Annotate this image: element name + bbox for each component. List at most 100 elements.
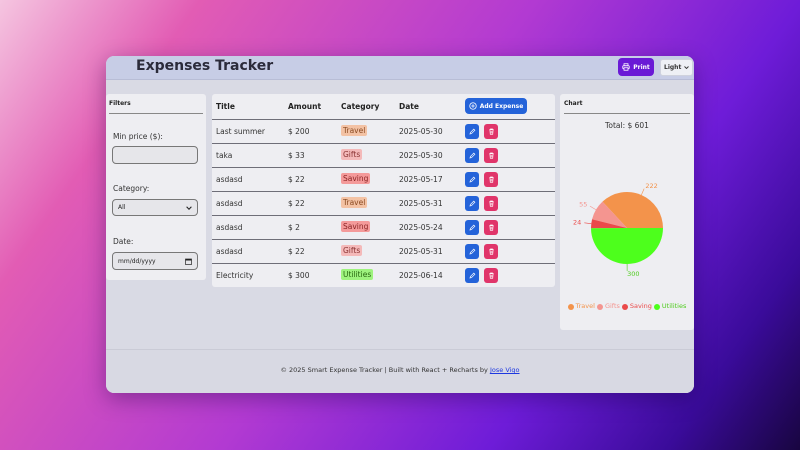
delete-button[interactable]	[484, 220, 498, 235]
pencil-icon	[469, 272, 475, 279]
pie-value-label: 55	[579, 201, 587, 209]
pie-value-label: 24	[573, 218, 581, 226]
pie-slice-saving[interactable]	[591, 219, 627, 229]
print-button[interactable]: Print	[618, 58, 654, 76]
category-select[interactable]: All	[112, 199, 198, 216]
cell-title: asdasd	[216, 247, 243, 256]
cell-title: asdasd	[216, 223, 243, 232]
cell-date: 2025-05-17	[399, 175, 443, 184]
delete-button[interactable]	[484, 124, 498, 139]
cell-title: Electricity	[216, 271, 254, 280]
cell-amount: $ 22	[288, 175, 305, 184]
page-title: Expenses Tracker	[136, 58, 274, 74]
cell-date: 2025-05-30	[399, 151, 443, 160]
category-badge: Gifts	[341, 245, 363, 256]
min-price-label: Min price ($):	[113, 132, 163, 141]
calendar-icon	[185, 258, 192, 265]
legend-label: Travel	[575, 302, 595, 310]
table-row: taka $ 33 Gifts 2025-05-30	[212, 143, 555, 167]
edit-button[interactable]	[465, 244, 479, 259]
date-label: Date:	[113, 237, 134, 246]
chart-panel: Chart Total: $ 601 222 55 24 300 Travel Gift…	[560, 94, 694, 330]
plus-circle-icon	[469, 102, 477, 110]
pencil-icon	[469, 248, 475, 255]
printer-icon	[622, 63, 630, 71]
cell-amount: $ 300	[288, 271, 310, 280]
edit-button[interactable]	[465, 268, 479, 283]
pie-label-line	[589, 205, 597, 210]
table-row: asdasd $ 22 Gifts 2025-05-31	[212, 239, 555, 263]
cell-title: taka	[216, 151, 233, 160]
table-row: asdasd $ 22 Travel 2025-05-31	[212, 191, 555, 215]
footer-text: © 2025 Smart Expense Tracker | Built wit…	[106, 366, 694, 374]
pencil-icon	[469, 224, 475, 231]
edit-button[interactable]	[465, 148, 479, 163]
legend-label: Utilities	[661, 302, 687, 310]
legend-dot	[596, 303, 603, 310]
pie-value-label: 222	[645, 182, 657, 190]
edit-button[interactable]	[465, 220, 479, 235]
edit-button[interactable]	[465, 172, 479, 187]
delete-button[interactable]	[484, 148, 498, 163]
app-header: Expenses Tracker Print Light	[106, 56, 694, 80]
column-header-title: Title	[216, 102, 235, 111]
filters-title: Filters	[109, 100, 131, 107]
cell-date: 2025-06-14	[399, 271, 443, 280]
pie-slice-gifts[interactable]	[592, 201, 627, 228]
edit-button[interactable]	[465, 124, 479, 139]
cell-amount: $ 200	[288, 127, 310, 136]
cell-title: asdasd	[216, 199, 243, 208]
delete-button[interactable]	[484, 244, 498, 259]
cell-date: 2025-05-24	[399, 223, 443, 232]
cell-amount: $ 22	[288, 199, 305, 208]
filters-panel: Filters Min price ($): Category: All Dat…	[106, 94, 206, 280]
category-label: Category:	[113, 184, 150, 193]
pie-slice-travel[interactable]	[602, 192, 663, 228]
pie-slice-utilities[interactable]	[591, 228, 663, 265]
add-expense-label: Add Expense	[479, 102, 524, 110]
cell-amount: $ 22	[288, 247, 305, 256]
trash-icon	[488, 224, 494, 231]
category-select-value: All	[118, 204, 126, 211]
pie-label-line	[584, 222, 592, 224]
theme-select[interactable]: Light	[660, 59, 693, 76]
legend-label: Saving	[629, 302, 652, 310]
date-input[interactable]: mm/dd/yyyy	[112, 252, 198, 270]
category-badge: Utilities	[341, 269, 374, 280]
chevron-down-icon	[684, 66, 689, 70]
chart-divider	[564, 113, 690, 114]
add-expense-button[interactable]: Add Expense	[465, 98, 527, 114]
legend-item: Gifts	[596, 301, 620, 312]
chart-total: Total: $ 601	[605, 121, 649, 130]
footer: © 2025 Smart Expense Tracker | Built wit…	[106, 349, 694, 393]
pie-label-line	[641, 188, 645, 196]
app-window: Expenses Tracker Print Light Filters Min…	[106, 56, 694, 393]
trash-icon	[488, 248, 494, 255]
edit-button[interactable]	[465, 196, 479, 211]
trash-icon	[488, 152, 494, 159]
trash-icon	[488, 272, 494, 279]
author-link[interactable]: Jose Vigo	[489, 366, 520, 374]
chart-title: Chart	[564, 100, 583, 107]
print-button-label: Print	[633, 63, 650, 71]
category-badge: Saving	[341, 173, 371, 184]
column-header-category: Category	[341, 102, 380, 111]
footer-credit: © 2025 Smart Expense Tracker | Built wit…	[280, 366, 490, 374]
cell-date: 2025-05-30	[399, 127, 443, 136]
legend-item: Travel	[567, 301, 595, 312]
cell-title: asdasd	[216, 175, 243, 184]
delete-button[interactable]	[484, 268, 498, 283]
table-row: Electricity $ 300 Utilities 2025-06-14	[212, 263, 555, 287]
column-header-date: Date	[399, 102, 419, 111]
pie-value-label: 300	[627, 270, 639, 278]
min-price-input[interactable]	[112, 146, 198, 164]
category-badge: Saving	[341, 221, 371, 232]
delete-button[interactable]	[484, 196, 498, 211]
delete-button[interactable]	[484, 172, 498, 187]
cell-amount: $ 2	[288, 223, 300, 232]
table-row: asdasd $ 22 Saving 2025-05-17	[212, 167, 555, 191]
table-row: asdasd $ 2 Saving 2025-05-24	[212, 215, 555, 239]
trash-icon	[488, 176, 494, 183]
legend-label: Gifts	[604, 302, 620, 310]
category-badge: Travel	[341, 125, 368, 136]
